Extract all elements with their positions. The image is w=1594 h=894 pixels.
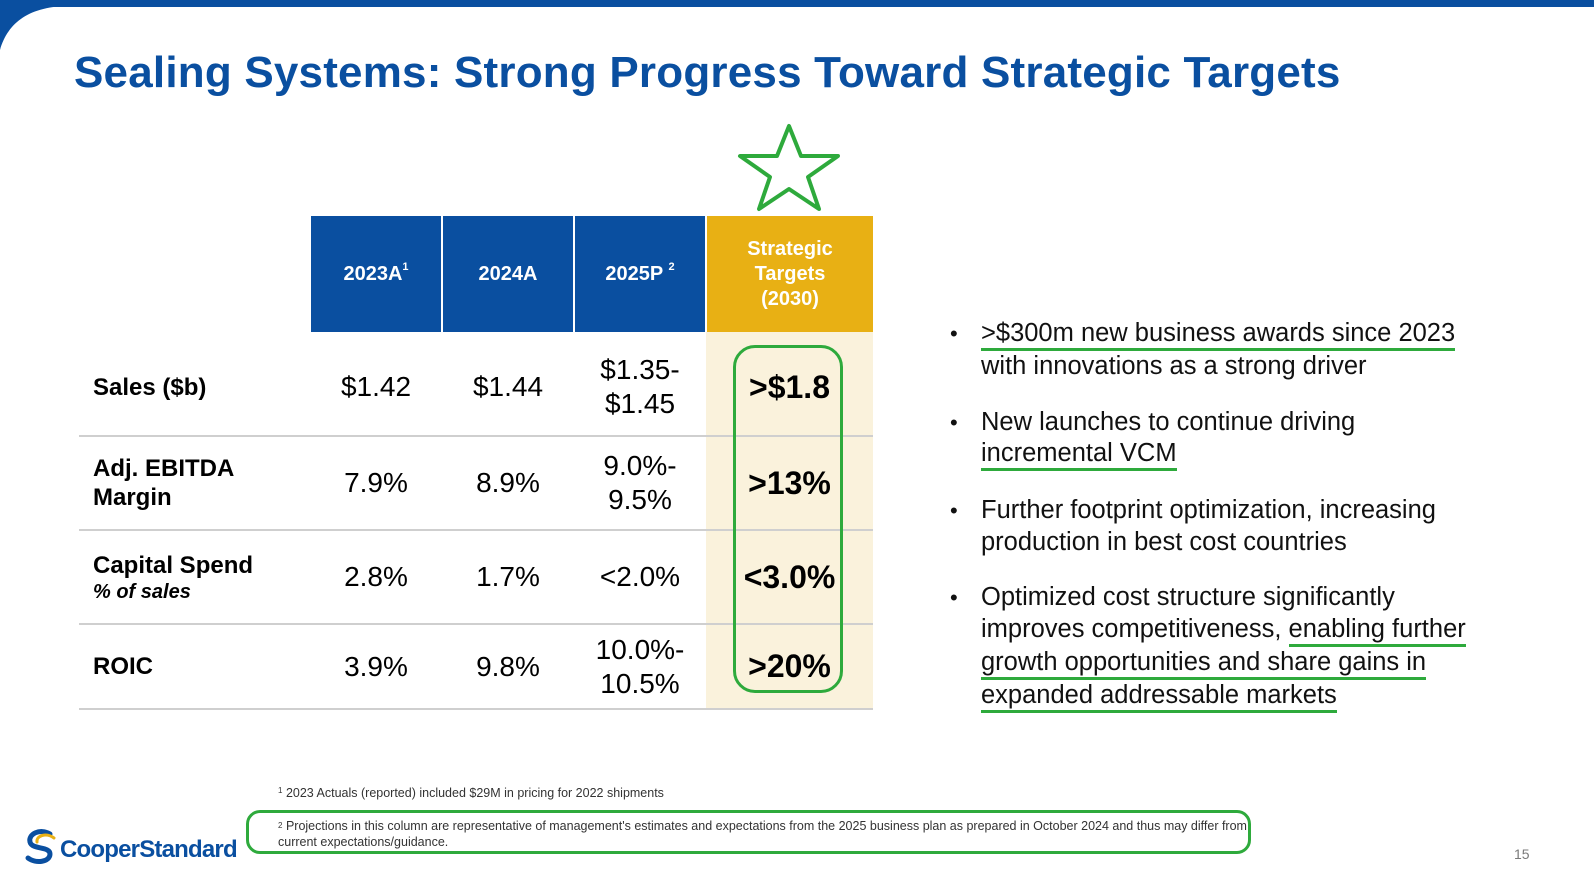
cell-2024a: $1.44: [442, 339, 574, 437]
bullet-text: New launches to continue driving: [981, 407, 1356, 436]
header-blank-cell: [79, 216, 310, 332]
cell-2023a: $1.42: [310, 339, 442, 437]
footnote-2: 2 Projections in this column are represe…: [278, 819, 1247, 849]
cell-2024a: 8.9%: [442, 436, 574, 531]
bullet-list: • >$300m new business awards since 2023 …: [950, 318, 1510, 737]
page-number: 15: [1514, 846, 1530, 862]
bullet-dot-icon: •: [950, 585, 958, 610]
table-row-roic: ROIC 3.9% 9.8% 10.0%- 10.5% >20%: [79, 624, 873, 710]
cell-2023a: 3.9%: [310, 624, 442, 710]
bullet-item: • Further footprint optimization, increa…: [950, 495, 1510, 558]
cell-2025p: <2.0%: [574, 530, 706, 625]
underlined-text: incremental VCM: [981, 439, 1177, 471]
header-gap-row: [79, 332, 873, 339]
header-2024a: 2024A: [441, 216, 574, 332]
bullet-text: Optimized cost structure significantly: [981, 583, 1395, 611]
header-2025p: 2025P 2: [573, 216, 706, 332]
underlined-text: growth opportunities and share gains in: [981, 648, 1427, 680]
bullet-dot-icon: •: [950, 498, 958, 523]
header-strategic-targets: Strategic Targets (2030): [705, 216, 873, 332]
underlined-text: enabling further: [1288, 615, 1466, 647]
footnote-1: 1 2023 Actuals (reported) included $29M …: [278, 786, 664, 800]
bullet-dot-icon: •: [950, 409, 958, 435]
logo-text: CooperStandard: [60, 835, 238, 863]
cell-2024a: 9.8%: [442, 624, 574, 710]
cell-2023a: 2.8%: [310, 530, 442, 625]
underlined-text: >$300m new business awards since 2023: [981, 319, 1456, 351]
cell-2025p: $1.35- $1.45: [574, 339, 706, 437]
bullet-text: with innovations as a strong driver: [981, 352, 1367, 380]
row-label: ROIC: [79, 624, 310, 710]
star-icon: [737, 122, 841, 217]
table-header-row: 2023A1 2024A 2025P 2 Strategic Targets (…: [79, 216, 873, 332]
bullet-item: • Optimized cost structure significantly…: [950, 582, 1510, 713]
cell-2023a: 7.9%: [310, 436, 442, 531]
metrics-table: 2023A1 2024A 2025P 2 Strategic Targets (…: [79, 216, 873, 710]
cell-2025p: 9.0%- 9.5%: [574, 436, 706, 531]
slide-title: Sealing Systems: Strong Progress Toward …: [74, 48, 1341, 97]
corner-accent: [0, 0, 70, 55]
targets-highlight-outline: [733, 345, 843, 693]
company-logo: CooperStandard: [24, 828, 238, 871]
bullet-item: • New launches to continue driving incre…: [950, 407, 1510, 471]
bullet-dot-icon: •: [950, 321, 958, 346]
bullet-text: production in best cost countries: [981, 527, 1347, 556]
row-label: Sales ($b): [79, 339, 310, 437]
cell-2025p: 10.0%- 10.5%: [574, 624, 706, 710]
table-row-sales: Sales ($b) $1.42 $1.44 $1.35- $1.45 >$1.8: [79, 339, 873, 437]
footnote-highlight-outline: [246, 810, 1251, 854]
bullet-text: improves competitiveness,: [981, 614, 1289, 643]
underlined-text: expanded addressable markets: [981, 681, 1337, 713]
cell-2024a: 1.7%: [442, 530, 574, 625]
cooper-standard-logo-icon: [24, 828, 58, 871]
row-sublabel: % of sales: [93, 580, 191, 603]
top-accent-bar: [0, 0, 1594, 7]
bullet-text: Further footprint optimization, increasi…: [981, 496, 1436, 524]
header-2023a: 2023A1: [309, 216, 442, 332]
row-label: Capital Spend% of sales: [79, 530, 310, 625]
bullet-item: • >$300m new business awards since 2023 …: [950, 318, 1510, 383]
row-label: Adj. EBITDA Margin: [79, 436, 310, 531]
